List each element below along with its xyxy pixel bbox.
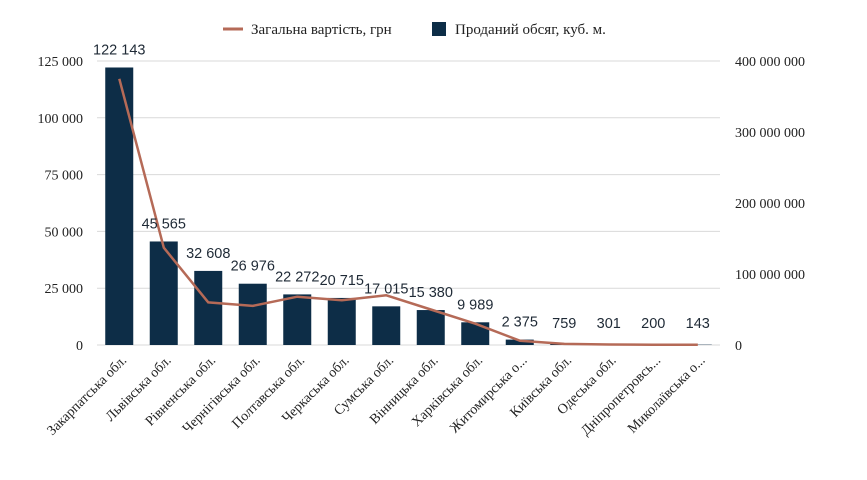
x-tick-label: Житомирська о... [448, 353, 531, 436]
bar [105, 67, 134, 346]
right-axis-ticks: 0 100 000 000 200 000 000 300 000 000 400 00… [735, 55, 805, 354]
bar [372, 306, 401, 345]
right-tick-label: 200 000 000 [735, 197, 805, 212]
line-series [118, 78, 698, 347]
left-axis-ticks: 0 25 000 50 000 75 000 100 000 125 000 [38, 55, 84, 354]
x-tick-label: Дніпропетровсь... [578, 353, 664, 439]
bar-data-label: 200 [641, 316, 665, 332]
right-tick-label: 400 000 000 [735, 55, 805, 70]
legend-bar-swatch [432, 22, 446, 36]
bar [416, 310, 445, 345]
bar-data-label: 32 608 [186, 246, 230, 262]
bar-data-label: 122 143 [93, 42, 145, 58]
bar-data-label: 20 715 [320, 273, 364, 289]
left-tick-label: 0 [76, 339, 83, 354]
bar-data-label: 759 [552, 316, 576, 332]
bar-data-label: 9 989 [457, 297, 493, 313]
bar-data-label: 17 015 [364, 281, 408, 297]
bar-data-label: 26 976 [231, 259, 275, 275]
x-axis-tick-labels: Закарпатська обл.Львівська обл.Рівненськ… [45, 353, 709, 439]
legend-line-label: Загальна вартість, грн [251, 22, 392, 38]
left-tick-label: 25 000 [45, 282, 84, 297]
x-tick-label: Закарпатська обл. [45, 353, 130, 438]
bar-data-label: 15 380 [409, 285, 453, 301]
bar [283, 294, 312, 345]
right-tick-label: 100 000 000 [735, 268, 805, 283]
bar-data-label: 143 [686, 316, 710, 332]
right-tick-label: 300 000 000 [735, 126, 805, 141]
legend: Загальна вартість, грн Проданий обсяг, к… [223, 22, 606, 38]
right-tick-label: 0 [735, 339, 742, 354]
bar-data-label: 301 [597, 316, 621, 332]
bar-data-label: 2 375 [502, 315, 538, 331]
left-tick-label: 125 000 [38, 55, 84, 70]
x-tick-label: Чернігівська обл. [180, 353, 263, 436]
bar [327, 297, 356, 345]
bar [505, 339, 534, 345]
value-line [118, 78, 698, 347]
bar-data-label: 45 565 [142, 216, 186, 232]
legend-bar-label: Проданий обсяг, куб. м. [455, 22, 606, 38]
bar [238, 283, 267, 345]
left-tick-label: 50 000 [45, 225, 84, 240]
left-tick-label: 100 000 [38, 112, 84, 127]
left-tick-label: 75 000 [45, 169, 84, 184]
bar [194, 270, 223, 345]
bar [461, 322, 490, 345]
x-tick-label: Миколаївська о... [625, 353, 708, 436]
bar [149, 241, 178, 345]
bar-data-label: 22 272 [275, 269, 319, 285]
